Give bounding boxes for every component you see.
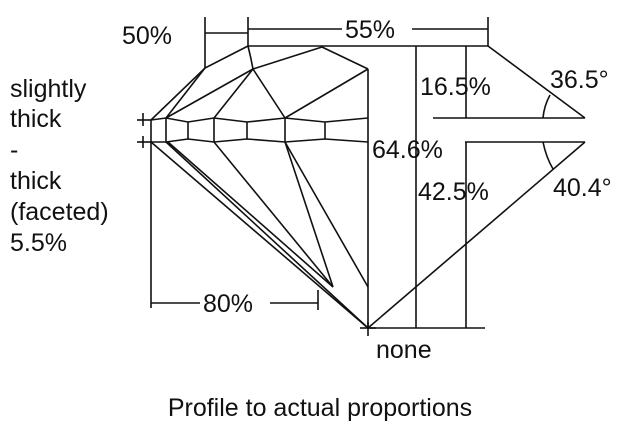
crown-diameter-label: 50% bbox=[122, 22, 172, 50]
culet-label: none bbox=[376, 336, 432, 364]
crown-facet bbox=[213, 68, 254, 119]
girdle-top bbox=[150, 117, 369, 123]
pavilion-slope bbox=[367, 141, 586, 329]
pavilion-facet bbox=[165, 141, 369, 329]
pavilion-angle-arc bbox=[542, 141, 554, 170]
girdle-label-line: thick bbox=[10, 167, 62, 195]
crown-facet bbox=[321, 46, 369, 70]
labels: 50% 55% 16.5% 36.5° 64.6% 42.5% 40.4° 80… bbox=[10, 16, 612, 422]
dimension-lines bbox=[137, 17, 489, 336]
total-depth-label: 64.6% bbox=[372, 136, 443, 164]
pavilion-depth-label: 42.5% bbox=[418, 178, 489, 206]
pavilion-facet bbox=[284, 141, 369, 288]
pavilion-facet bbox=[213, 141, 334, 288]
crown-outline bbox=[150, 45, 249, 121]
pavilion-angle-label: 40.4° bbox=[553, 174, 612, 202]
lower-half-label: 80% bbox=[203, 290, 253, 318]
girdle-label-line: 5.5% bbox=[10, 229, 67, 257]
pavilion-facet bbox=[167, 141, 334, 288]
girdle-label-line: (faceted) bbox=[10, 198, 109, 226]
crown-facet bbox=[165, 67, 206, 119]
caption: Profile to actual proportions bbox=[168, 394, 472, 422]
diamond-left-half bbox=[150, 45, 488, 329]
girdle-label-line: - bbox=[10, 136, 18, 164]
girdle-label-line: thick bbox=[10, 105, 62, 133]
crown-facet bbox=[252, 68, 286, 119]
crown-facet bbox=[247, 45, 254, 70]
crown-angle-arc bbox=[542, 94, 551, 119]
table-label: 55% bbox=[345, 16, 395, 44]
pavilion-facet bbox=[284, 141, 334, 288]
crown-facet bbox=[252, 46, 323, 70]
crown-angle-label: 36.5° bbox=[550, 66, 609, 94]
girdle-bottom bbox=[151, 138, 369, 143]
crown-facet bbox=[284, 68, 369, 119]
crown-facet bbox=[165, 68, 254, 119]
crown-slope bbox=[487, 45, 586, 119]
pavilion-outline bbox=[150, 141, 369, 329]
crown-height-label: 16.5% bbox=[420, 73, 491, 101]
girdle-label-line: slightly bbox=[10, 75, 87, 103]
angle-profile bbox=[367, 45, 586, 329]
